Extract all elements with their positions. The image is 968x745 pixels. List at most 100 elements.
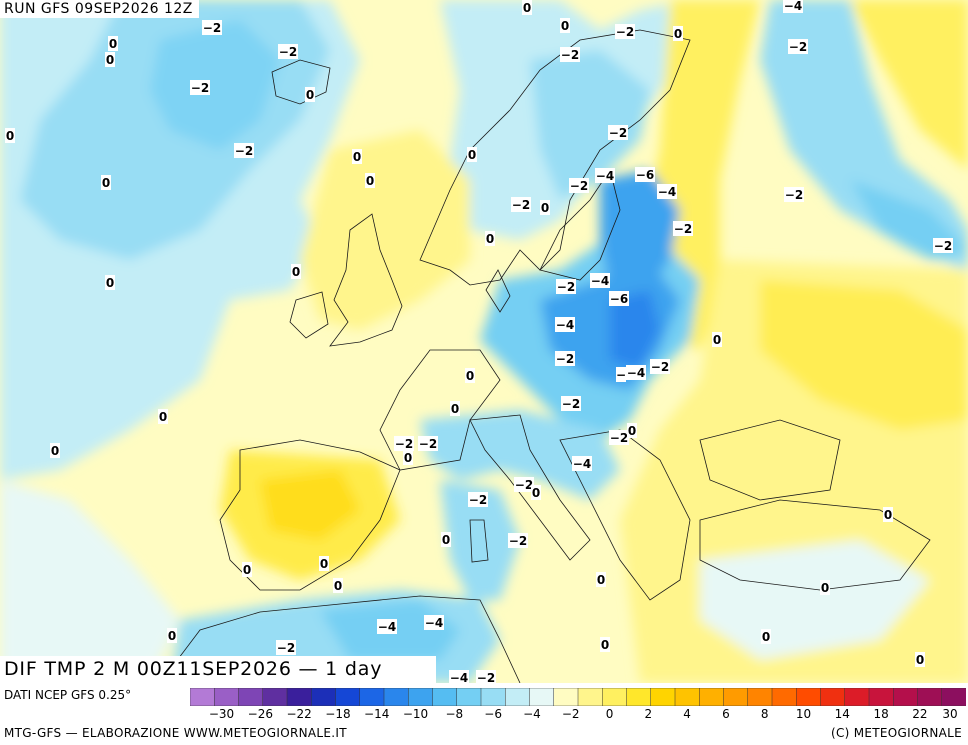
map-value-text: 0 [334,579,342,593]
map-value-label: 0 [467,147,477,162]
map-value-label: −4 [657,184,677,199]
map-value-text: −2 [934,239,952,253]
map-value-text: −2 [789,40,807,54]
map-value-text: −2 [651,360,669,374]
map-value-text: 0 [486,232,494,246]
map-value-label: −2 [933,238,953,253]
map-value-label: −2 [784,187,804,202]
map-value-label: −2 [202,20,222,35]
map-value-text: 0 [306,88,314,102]
color-scale-swatch [529,688,555,706]
map-value-text: 0 [51,444,59,458]
map-value-text: − [616,368,626,382]
map-value-label: −2 [276,640,296,655]
map-value-text: −2 [515,478,533,492]
map-value-label: −2 [418,436,438,451]
map-value-label: 0 [915,652,925,667]
map-value-text: −4 [450,671,468,683]
map-value-text: 0 [466,369,474,383]
color-scale-tick-label: −10 [402,707,429,721]
map-value-text: −2 [512,198,530,212]
map-value-label: 0 [761,629,771,644]
map-value-text: −2 [477,671,495,683]
map-value-label: 0 [403,450,413,465]
color-scale-swatch [262,688,288,706]
map-value-text: −2 [785,188,803,202]
map-value-label: 0 [305,87,315,102]
map-value-label: −2 [394,436,414,451]
color-scale-tick-label: −26 [247,707,273,721]
map-value-text: −2 [235,144,253,158]
map-value-label: −2 [556,279,576,294]
color-scale-tick-label: −2 [561,707,580,721]
map-value-text: 0 [451,402,459,416]
map-value-text: −2 [616,25,634,39]
map-value-text: −2 [509,534,527,548]
map-value-label: 0 [365,173,375,188]
map-value-label: −4 [377,619,397,634]
map-value-text: 0 [106,276,114,290]
color-scale-tick-label: 22 [912,707,928,721]
map-value-label: 0 [5,128,15,143]
map-value-label: −4 [783,0,803,13]
map-value-text: −4 [556,318,574,332]
map-value-label: 0 [108,36,118,51]
map-value-text: −2 [609,126,627,140]
map-value-text: −2 [561,48,579,62]
map-value-label: 0 [712,332,722,347]
color-scale-tick-label: 18 [873,707,889,721]
color-scale-swatch [408,688,434,706]
color-scale-tick-label: −30 [208,707,235,721]
map-value-label: 0 [333,578,343,593]
map-value-label: −4 [555,317,575,332]
color-scale-tick-label: −18 [325,707,351,721]
map-value-text: 0 [674,27,682,41]
map-value-text: −2 [610,431,628,445]
run-title: RUN GFS 09SEP2026 12Z [0,0,199,18]
map-value-text: −2 [469,493,487,507]
color-scale-swatch [626,688,652,706]
color-scale-swatch [820,688,846,706]
color-scale-swatch [383,688,409,706]
map-value-label: 0 [673,26,683,41]
map-value-text: 0 [713,333,721,347]
map-value-text: −2 [395,437,413,451]
map-value-label: 0 [465,368,475,383]
map-value-label: −2 [608,125,628,140]
color-scale-swatch [723,688,749,706]
map-value-label: −2 [650,359,670,374]
color-scale-swatch [771,688,797,706]
map-value-text: 0 [6,129,14,143]
color-scale-swatch [238,688,264,706]
map-value-text: 0 [561,19,569,33]
map-value-text: −4 [784,0,802,13]
map-value-text: −6 [636,168,654,182]
map-value-text: −4 [627,366,645,380]
data-source: DATI NCEP GFS 0.25° [4,688,132,702]
map-value-text: 0 [532,486,540,500]
color-scale-swatch [602,688,628,706]
color-scale-swatch [699,688,725,706]
map-value-text: −4 [658,185,676,199]
credit-left: MTG-GFS — ELABORAZIONE WWW.METEOGIORNALE… [4,726,347,740]
map-value-text: 0 [109,37,117,51]
map-value-label: 0 [105,52,115,67]
map-value-label: −2 [514,477,534,492]
map-value-label: −2 [788,39,808,54]
map-value-text: 0 [102,176,110,190]
color-scale-swatch [893,688,919,706]
map-value-text: −2 [570,179,588,193]
color-scale-tick-label: 10 [795,707,812,721]
map-value-text: 0 [541,201,549,215]
color-scale-tick-label: 14 [834,707,850,721]
map-value-label: −2 [609,430,629,445]
map-value-label: −2 [561,396,581,411]
map-value-text: 0 [366,174,374,188]
map-value-label: 0 [531,485,541,500]
map-value-label: 0 [600,637,610,652]
map-value-label: 0 [485,231,495,246]
map-value-text: −4 [425,616,443,630]
color-scale-swatch [796,688,822,706]
map-value-text: 0 [628,424,636,438]
map-value-label: 0 [883,507,893,522]
